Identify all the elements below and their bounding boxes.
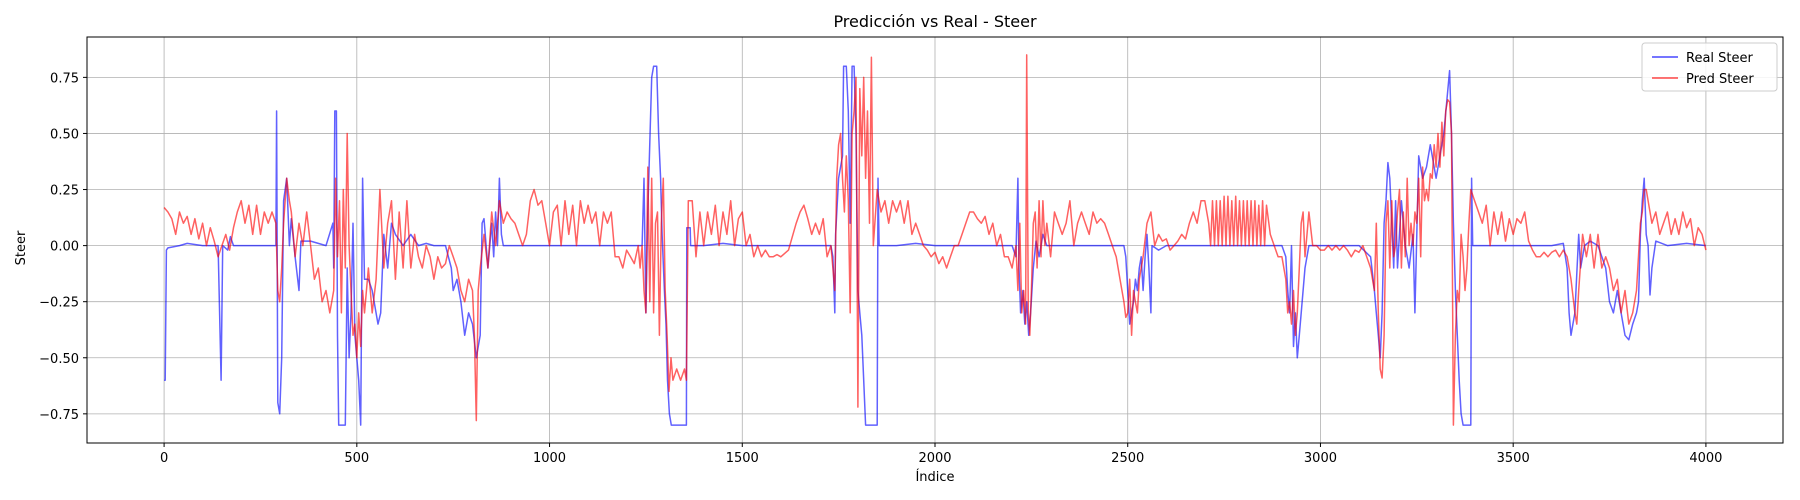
y-axis-label: Steer bbox=[14, 230, 29, 265]
chart-title: Predicción vs Real - Steer bbox=[833, 12, 1037, 31]
x-tick-label: 3500 bbox=[1497, 451, 1530, 466]
y-tick-label: 0.75 bbox=[50, 71, 79, 86]
x-tick-label: 2000 bbox=[918, 451, 951, 466]
x-tick-label: 4000 bbox=[1689, 451, 1722, 466]
legend-box bbox=[1641, 42, 1778, 92]
legend-label: Real Steer bbox=[1686, 51, 1754, 66]
y-tick-label: −0.25 bbox=[39, 296, 79, 311]
x-axis-label: Índice bbox=[915, 469, 954, 485]
y-tick-label: 0.00 bbox=[50, 240, 79, 255]
x-tick-label: 3000 bbox=[1304, 451, 1337, 466]
x-tick-label: 500 bbox=[344, 451, 369, 466]
series-line-pred-steer bbox=[163, 54, 1707, 426]
x-tick-label: 0 bbox=[160, 451, 168, 466]
legend: Real Steer Pred Steer bbox=[1641, 42, 1778, 92]
x-axis-ticks: 0 500 1000 1500 2000 2500 3000 3500 4000 bbox=[160, 443, 1722, 466]
x-tick-label: 1500 bbox=[726, 451, 759, 466]
plot-frame bbox=[86, 36, 1784, 444]
y-tick-label: 0.50 bbox=[50, 127, 79, 142]
y-tick-label: 0.25 bbox=[50, 184, 79, 199]
y-axis-ticks: −0.75 −0.50 −0.25 0.00 0.25 0.50 0.75 bbox=[39, 71, 87, 423]
x-tick-label: 1000 bbox=[533, 451, 566, 466]
y-tick-label: −0.75 bbox=[39, 408, 79, 423]
plot-area bbox=[163, 54, 1707, 426]
legend-label: Pred Steer bbox=[1686, 72, 1754, 87]
x-tick-label: 2500 bbox=[1111, 451, 1144, 466]
y-tick-label: −0.50 bbox=[39, 352, 79, 367]
